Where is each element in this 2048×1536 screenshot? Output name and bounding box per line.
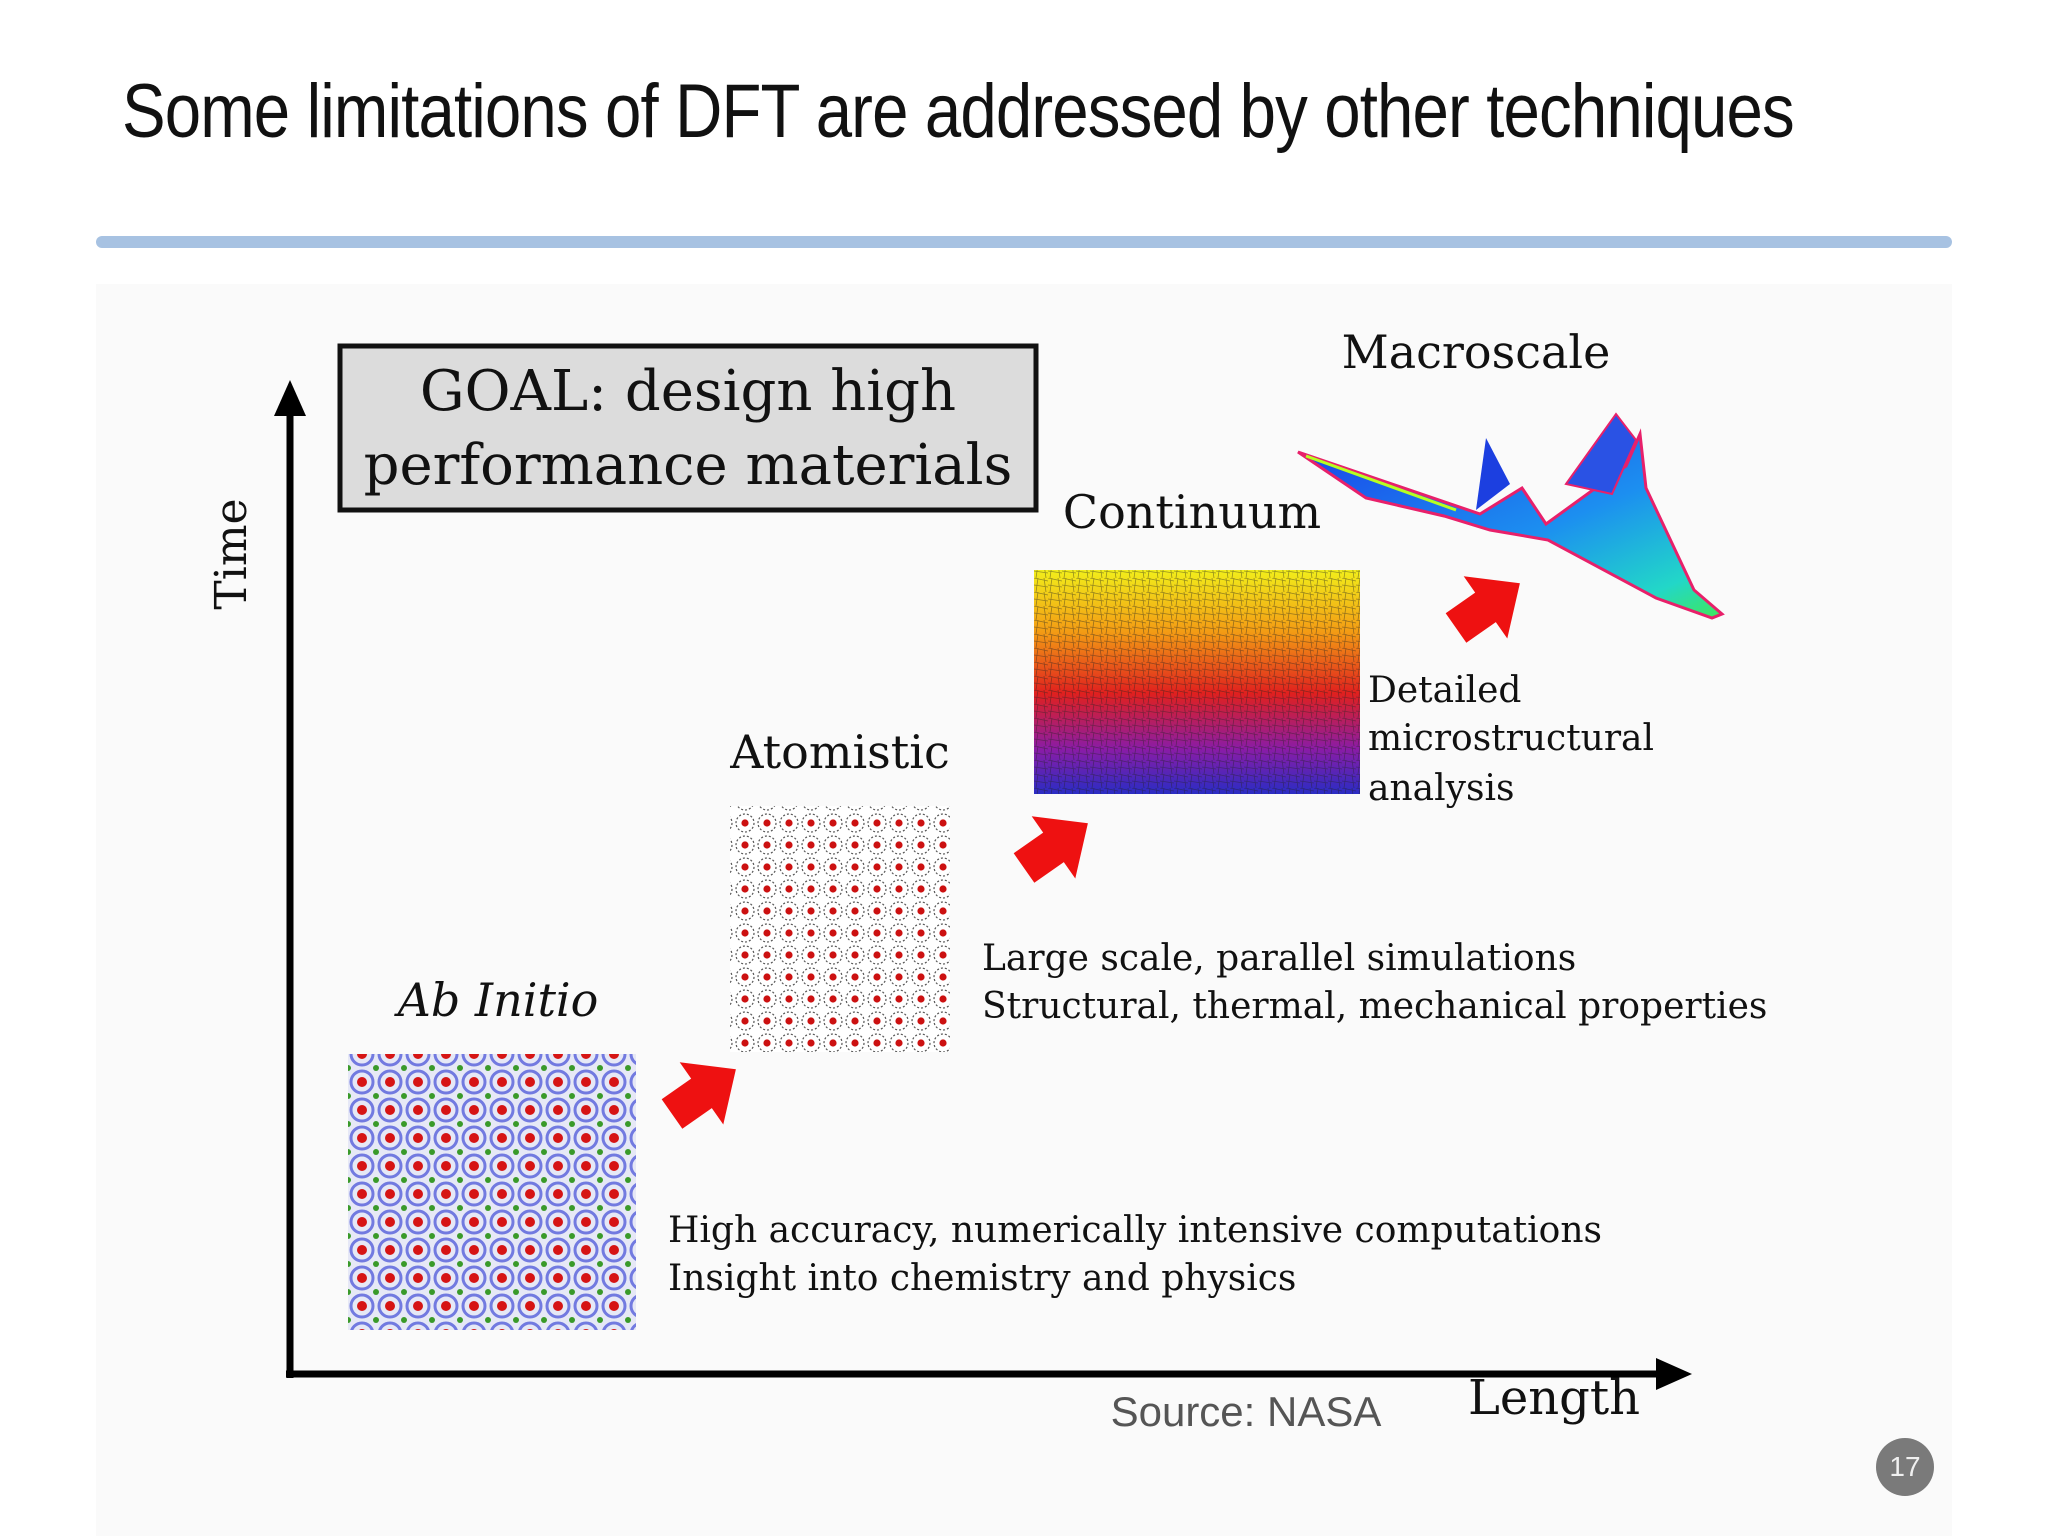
slide-title: Some limitations of DFT are addressed by… xyxy=(122,69,1795,154)
ab-initio-desc-1: High accuracy, numerically intensive com… xyxy=(668,1210,1602,1251)
aircraft-image xyxy=(1297,412,1725,620)
title-divider xyxy=(96,236,1952,248)
atomistic-desc-2: Structural, thermal, mechanical properti… xyxy=(982,986,1767,1027)
stage-label-atomistic: Atomistic xyxy=(729,725,950,779)
length-axis xyxy=(286,1358,1692,1390)
arrow-continuum-to-macroscale xyxy=(1445,576,1520,643)
page-number-badge: 17 xyxy=(1876,1438,1934,1496)
time-axis-label: Time xyxy=(206,498,257,609)
stage-label-macroscale: Macroscale xyxy=(1342,325,1611,379)
arrow-ab-initio-to-atomistic xyxy=(661,1062,736,1129)
continuum-image xyxy=(1034,570,1360,794)
time-axis-arrowhead xyxy=(274,380,306,416)
length-axis-label: Length xyxy=(1468,1370,1640,1426)
scale-diagram-svg: Time Length GOAL: design high performanc… xyxy=(206,325,1767,1435)
time-axis xyxy=(274,380,306,1378)
goal-box: GOAL: design high performance materials xyxy=(337,343,1039,513)
goal-line-2: performance materials xyxy=(364,433,1013,498)
length-axis-arrowhead xyxy=(1656,1358,1692,1390)
stage-label-continuum: Continuum xyxy=(1063,485,1321,539)
continuum-desc-2: microstructural xyxy=(1368,718,1654,759)
ab-initio-desc-2: Insight into chemistry and physics xyxy=(668,1258,1296,1299)
ab-initio-image xyxy=(348,1054,636,1330)
goal-line-1: GOAL: design high xyxy=(420,359,956,424)
stage-label-ab-initio: Ab Initio xyxy=(394,973,599,1027)
source-caption: Source: NASA xyxy=(1111,1388,1382,1435)
scale-diagram: Time Length GOAL: design high performanc… xyxy=(96,284,1952,1536)
atomistic-desc-1: Large scale, parallel simulations xyxy=(982,938,1576,979)
continuum-desc-3: analysis xyxy=(1368,768,1514,809)
continuum-desc-1: Detailed xyxy=(1368,670,1521,711)
atomistic-image xyxy=(730,806,950,1052)
arrow-atomistic-to-continuum xyxy=(1013,816,1088,883)
